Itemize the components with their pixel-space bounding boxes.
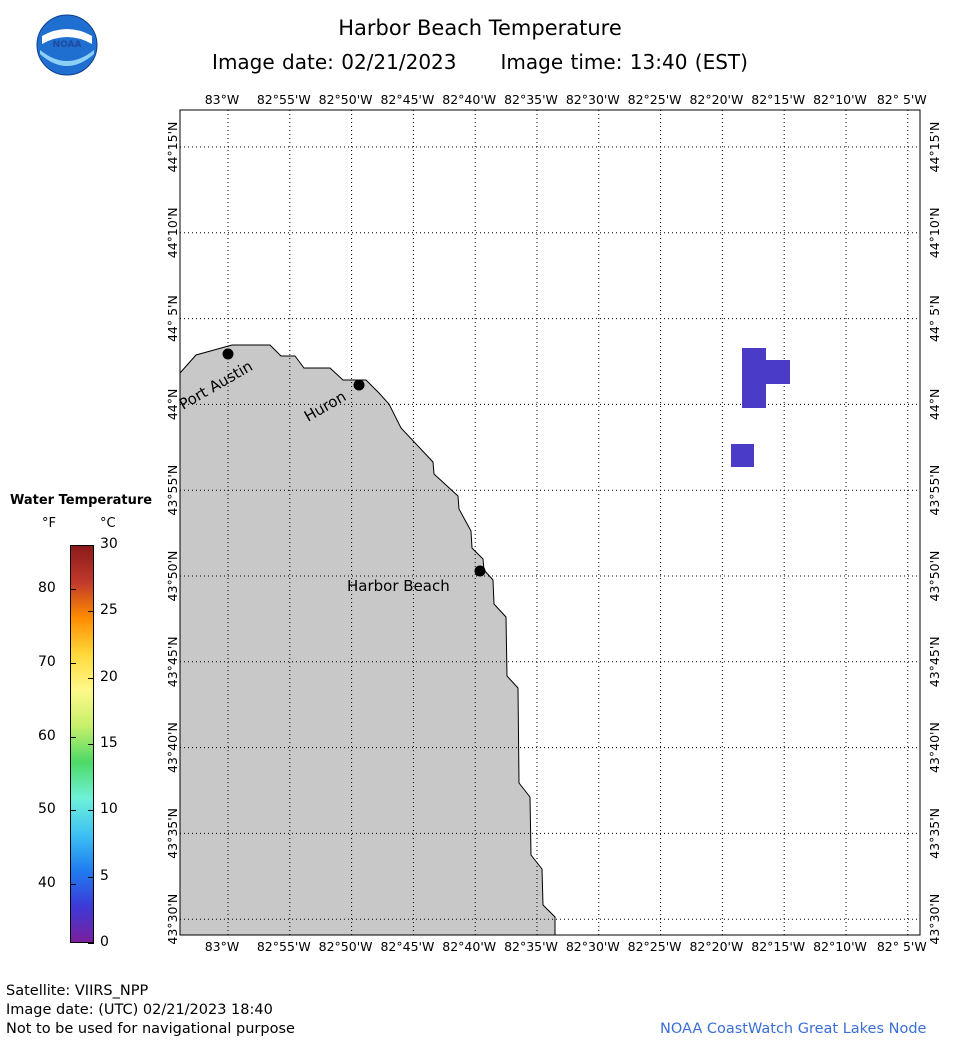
lon-label: 82°25'W [628, 939, 682, 954]
legend-f-tick: 80 [38, 580, 56, 597]
legend-tick-mark [88, 943, 94, 944]
legend-tick-mark [70, 884, 76, 886]
lon-label: 82°50'W [319, 939, 373, 954]
lon-labels-top: 83°W 82°55'W 82°50'W 82°45'W 82°40'W 82°35'W 8… [205, 92, 927, 107]
legend-tick-mark [70, 662, 76, 664]
lon-label: 82°15'W [751, 939, 805, 954]
legend-f-tick: 50 [38, 801, 56, 818]
legend-f-tick: 60 [38, 727, 56, 744]
lat-label: 43°50'N [927, 551, 942, 602]
lat-label: 43°45'N [165, 636, 180, 687]
utc-date-label: Image date: (UTC) 02/21/2023 18:40 [6, 1002, 273, 1018]
place-dot [474, 565, 486, 577]
legend-c-tick: 30 [100, 536, 118, 552]
lon-label: 82°30'W [566, 92, 620, 107]
lon-label: 83°W [205, 92, 240, 107]
lon-label: 83°W [205, 939, 240, 954]
legend-tick-mark [70, 589, 76, 591]
lat-label: 44°10'N [927, 207, 942, 258]
map-title: Harbor Beach Temperature [338, 16, 622, 40]
legend-tick-mark [88, 744, 94, 745]
lat-label: 44°10'N [165, 207, 180, 258]
legend-c-tick: 10 [100, 801, 118, 818]
lon-label: 82°10'W [813, 939, 867, 954]
lon-label: 82°40'W [442, 92, 496, 107]
lat-label: 43°45'N [927, 636, 942, 687]
legend-c-tick: 0 [100, 934, 109, 950]
legend-unit-f: °F [42, 516, 56, 531]
legend-c-tick: 15 [100, 735, 118, 751]
lon-label: 82° 5'W [877, 92, 927, 107]
lat-label: 43°55'N [165, 465, 180, 516]
sst-pixels [731, 348, 790, 467]
lat-label: 44° 5'N [165, 295, 180, 342]
lat-label: 43°35'N [165, 808, 180, 859]
logo-text: NOAA [53, 40, 82, 50]
lat-label: 43°55'N [927, 465, 942, 516]
lon-label: 82°35'W [504, 939, 558, 954]
image-date-label: Image date: 02/21/2023 [212, 50, 457, 74]
image-time-label: Image time: 13:40 (EST) [500, 50, 748, 74]
lon-label: 82°20'W [689, 939, 743, 954]
legend-f-tick: 70 [38, 653, 56, 670]
noaa-logo-icon: NOAA [36, 14, 98, 76]
image-date-time: Image date: 02/21/2023 Image time: 13:40 … [0, 50, 960, 74]
lat-label: 43°30'N [927, 894, 942, 945]
lon-labels-bottom: 83°W 82°55'W 82°50'W 82°45'W 82°40'W 82°35'W 8… [205, 939, 927, 954]
sst-pixel [742, 348, 766, 408]
lon-label: 82° 5'W [877, 939, 927, 954]
sst-pixel [731, 444, 754, 467]
sst-pixel [766, 360, 790, 384]
lat-label: 44°N [165, 389, 180, 421]
place-dot [353, 379, 365, 391]
lon-label: 82°15'W [751, 92, 805, 107]
lon-label: 82°40'W [442, 939, 496, 954]
legend-f-tick: 40 [38, 875, 56, 892]
legend-tick-mark [88, 876, 94, 878]
legend-tick-mark [88, 611, 94, 613]
disclaimer-label: Not to be used for navigational purpose [6, 1021, 295, 1037]
legend-tick-mark [88, 810, 94, 812]
lat-label: 44°N [927, 389, 942, 421]
lon-label: 82°45'W [380, 939, 434, 954]
place-label: Harbor Beach [347, 577, 450, 595]
legend-unit-c: °C [100, 516, 116, 531]
lat-label: 43°35'N [927, 808, 942, 859]
lat-label: 43°50'N [165, 551, 180, 602]
lat-labels-left: 44°15'N 44°10'N 44° 5'N 44°N 43°55'N 43°50'N 4… [165, 122, 180, 945]
map-frame [179, 109, 921, 936]
legend-c-tick: 25 [100, 602, 118, 619]
legend-tick-mark [88, 545, 94, 546]
lat-label: 44°15'N [165, 122, 180, 173]
place-dot [222, 348, 234, 360]
lat-label: 44°15'N [927, 122, 942, 173]
lon-label: 82°10'W [813, 92, 867, 107]
lon-label: 82°25'W [628, 92, 682, 107]
lon-label: 82°55'W [257, 92, 311, 107]
land-mass [179, 344, 556, 936]
lat-label: 43°40'N [165, 722, 180, 773]
lon-label: 82°20'W [689, 92, 743, 107]
legend-tick-mark [70, 810, 76, 812]
lon-label: 82°50'W [319, 92, 373, 107]
legend-c-tick: 5 [100, 867, 109, 884]
land-polygon [179, 344, 556, 936]
satellite-label: Satellite: VIIRS_NPP [6, 983, 149, 999]
lat-label: 43°30'N [165, 894, 180, 945]
graticule [180, 110, 920, 935]
lat-label: 44° 5'N [927, 295, 942, 342]
lon-label: 82°30'W [566, 939, 620, 954]
lat-label: 43°40'N [927, 722, 942, 773]
credit-link[interactable]: NOAA CoastWatch Great Lakes Node [660, 1021, 927, 1037]
lon-label: 82°55'W [257, 939, 311, 954]
legend-title: Water Temperature [10, 493, 153, 508]
lon-label: 82°35'W [504, 92, 558, 107]
lon-label: 82°45'W [380, 92, 434, 107]
legend-tick-mark [70, 736, 76, 738]
lat-labels-right: 44°15'N 44°10'N 44° 5'N 44°N 43°55'N 43°50'N 4… [927, 122, 942, 945]
legend-tick-mark [88, 677, 94, 679]
legend-c-tick: 20 [100, 668, 118, 685]
